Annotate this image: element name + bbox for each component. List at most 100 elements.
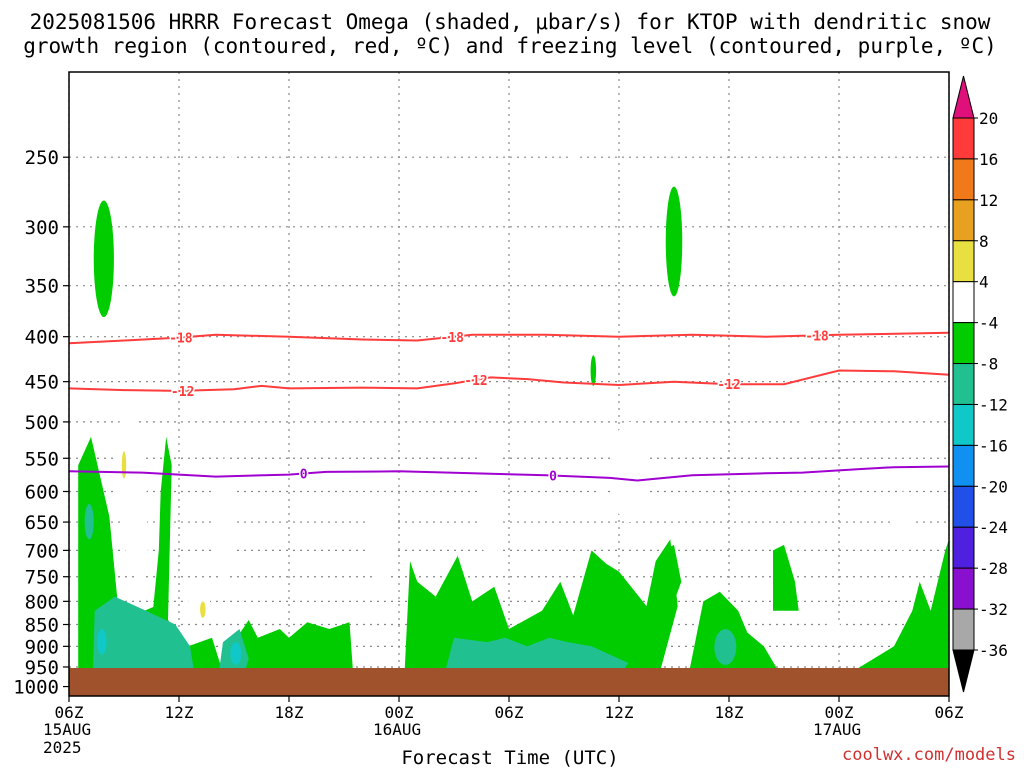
shade-subsidence-7 — [569, 125, 577, 214]
shade-subsidence-9 — [597, 471, 608, 511]
colorbar-bin — [952, 567, 975, 610]
colorbar-top-arrow — [952, 75, 975, 119]
colorbar-tick-label: -12 — [979, 395, 1008, 414]
shade-subsidence-1 — [116, 398, 148, 582]
y-tick-label: 800 — [25, 591, 59, 613]
x-tick-label: 12Z — [165, 703, 194, 722]
shade-subsidence-max-1 — [121, 451, 127, 479]
shade-subsidence-8 — [609, 421, 651, 523]
x-tick-date: 17AUG — [813, 720, 861, 739]
x-tick-label: 06Z — [935, 703, 964, 722]
contour-label: -12 — [717, 378, 740, 393]
y-tick-label: 900 — [25, 636, 59, 658]
shade-subsidence-5 — [366, 491, 399, 582]
colorbar-bin — [952, 363, 975, 405]
shade-upper-green-1 — [93, 200, 114, 318]
colorbar-bin — [952, 444, 975, 487]
colorbar-bin — [952, 158, 975, 201]
shade-subsidence-11 — [822, 622, 845, 645]
shade-upper-green-3 — [590, 355, 597, 386]
shade-upward-plume-right — [773, 544, 799, 611]
y-tick-label: 550 — [25, 448, 59, 470]
colorbar-tick-label: -24 — [979, 518, 1008, 537]
shade-subsidence-4 — [228, 133, 232, 194]
x-tick-date: 16AUG — [373, 720, 421, 739]
colorbar-bin — [952, 281, 975, 324]
contour-label: -18 — [440, 331, 464, 346]
shade-core-1 — [97, 628, 107, 655]
colorbar-bin — [952, 117, 975, 160]
colorbar-tick-label: 4 — [979, 273, 989, 292]
colorbar-bin — [952, 403, 975, 446]
y-tick-label: 1000 — [13, 677, 59, 699]
shade-subsidence-12 — [893, 491, 914, 551]
shade-core-2 — [230, 642, 242, 665]
x-tick-label: 12Z — [605, 703, 634, 722]
x-axis-label: Forecast Time (UTC) — [401, 747, 618, 768]
contour-line — [68, 465, 950, 482]
shade-strong-upward-right — [714, 628, 737, 665]
colorbar-tick-label: -32 — [979, 600, 1008, 619]
colorbar: 20 16 12 8 4 -4 -8 -12 -16 -20 -24 -28 -32 -36 — [952, 75, 1008, 693]
colorbar-tick-label: 20 — [979, 109, 998, 128]
shade-upward-far-right — [848, 539, 949, 675]
colorbar-tick-label: -8 — [979, 355, 998, 374]
colorbar-bin — [952, 322, 975, 365]
colorbar-tick-label: -28 — [979, 559, 1008, 578]
y-tick-label: 950 — [25, 657, 59, 679]
x-tick-label: 06Z — [495, 703, 524, 722]
shade-upper-green-2 — [665, 186, 683, 297]
colorbar-tick-label: 8 — [979, 232, 989, 251]
contour-line — [68, 369, 950, 392]
shade-subsidence-3 — [188, 581, 211, 623]
y-tick-label: 250 — [25, 147, 59, 169]
y-tick-label: 600 — [25, 482, 59, 504]
x-tick-label: 18Z — [275, 703, 304, 722]
colorbar-bin — [952, 608, 975, 651]
colorbar-tick-label: -36 — [979, 641, 1008, 660]
shade-core-3 — [84, 504, 94, 540]
colorbar-bin — [952, 240, 975, 283]
x-tick-date: 15AUG — [43, 720, 91, 739]
y-axis: 2503003504004505005506006507007508008509… — [13, 147, 69, 699]
y-tick-label: 500 — [25, 412, 59, 434]
chart-title-line2: growth region (contoured, red, ºC) and f… — [23, 34, 997, 58]
contour-line — [68, 331, 950, 345]
shade-strong-upward-left — [92, 596, 194, 673]
colorbar-tick-label: 16 — [979, 150, 998, 169]
contour-label: -18 — [805, 329, 829, 344]
x-tick-label: 00Z — [385, 703, 414, 722]
colorbar-tick-label: -16 — [979, 436, 1008, 455]
shade-upward-plume-center — [663, 544, 682, 597]
x-tick-label: 00Z — [825, 703, 854, 722]
shade-strong-upward-center — [444, 637, 629, 673]
colorbar-tick-label: -4 — [979, 314, 998, 333]
contour-label: -12 — [171, 385, 194, 400]
contour-label: 0 — [549, 470, 557, 485]
y-tick-label: 750 — [25, 567, 59, 589]
ground-surface — [69, 668, 949, 696]
watermark-text: coolwx.com/models — [842, 745, 1016, 765]
contour-label: 0 — [300, 468, 308, 483]
omega-shading — [78, 125, 949, 677]
x-tick-label: 18Z — [715, 703, 744, 722]
colorbar-tick-label: 12 — [979, 191, 998, 210]
shade-subsidence-2 — [213, 458, 236, 582]
y-tick-label: 450 — [25, 372, 59, 394]
colorbar-bin — [952, 526, 975, 569]
y-tick-label: 400 — [25, 327, 59, 349]
x-tick-label: 06Z — [55, 703, 84, 722]
contour-label: -18 — [169, 331, 193, 346]
shade-upward-right — [688, 591, 781, 675]
chart-title-line1: 2025081506 HRRR Forecast Omega (shaded, … — [30, 10, 991, 34]
y-tick-label: 850 — [25, 615, 59, 637]
contour-label: -12 — [464, 374, 487, 389]
colorbar-bin — [952, 485, 975, 528]
shade-subsidence-6 — [477, 436, 504, 562]
y-tick-label: 650 — [25, 512, 59, 534]
colorbar-tick-label: -20 — [979, 477, 1008, 496]
y-tick-label: 350 — [25, 276, 59, 298]
